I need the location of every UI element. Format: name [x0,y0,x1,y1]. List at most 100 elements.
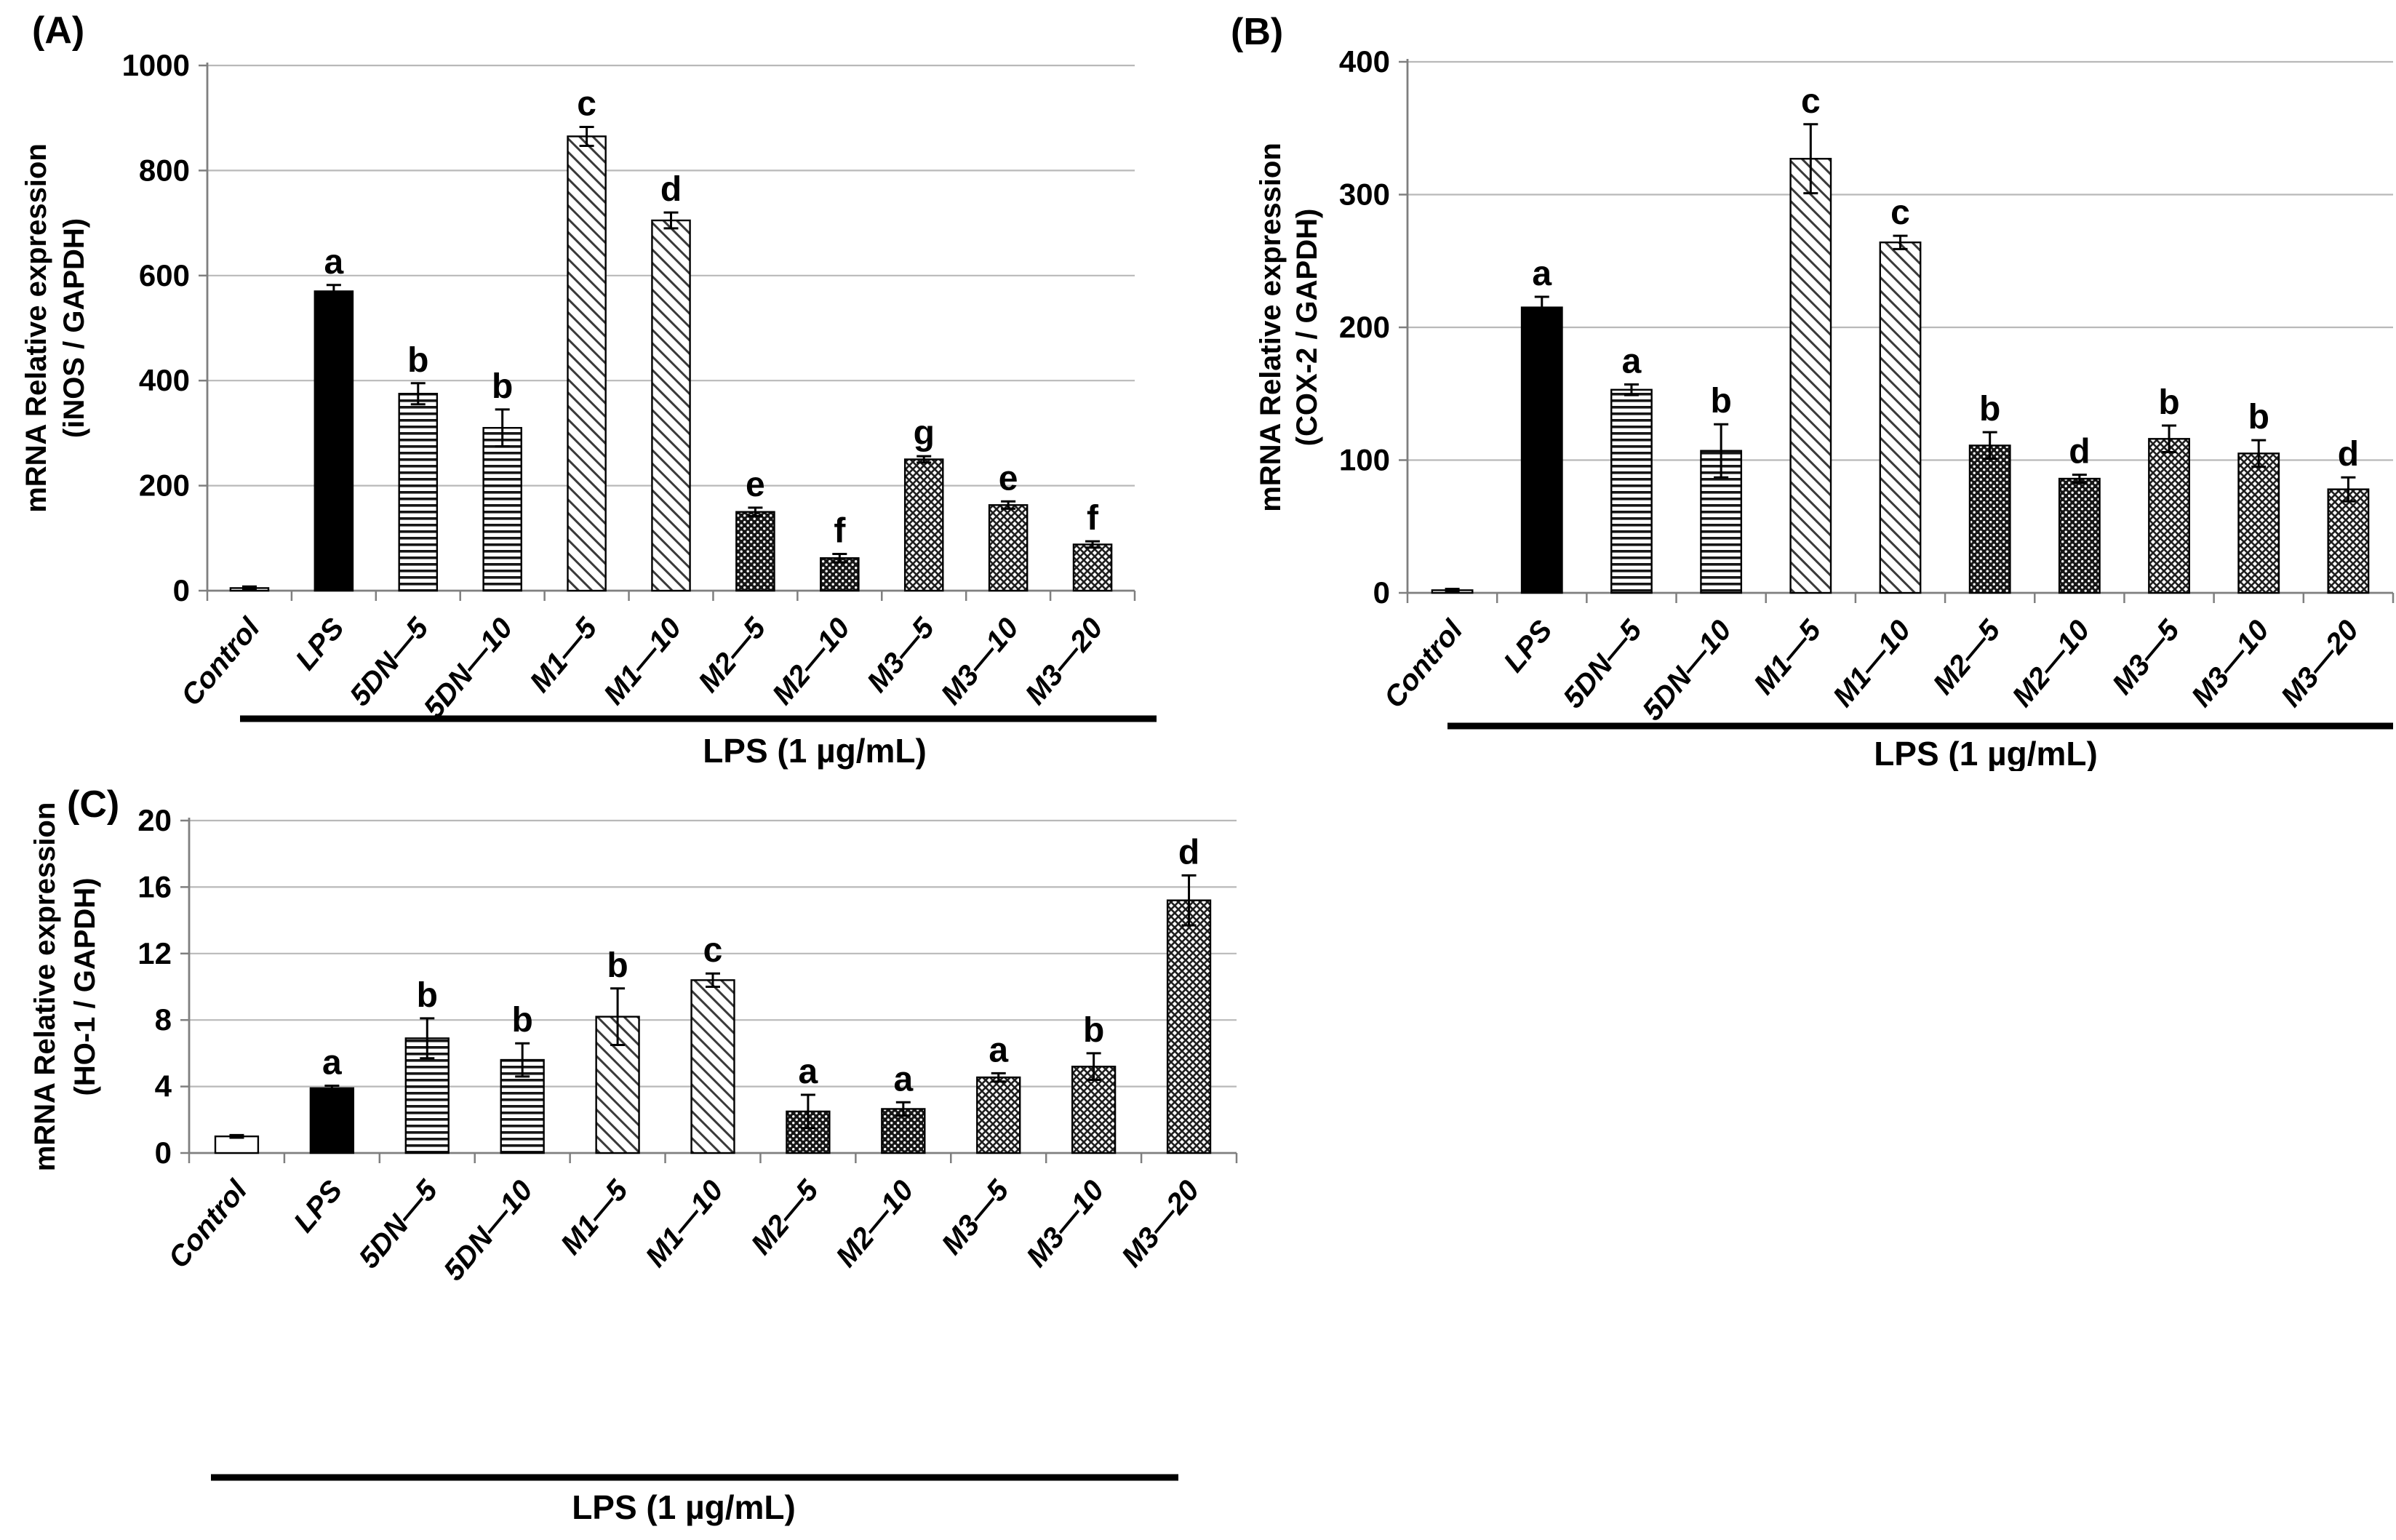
error-bar-Control [241,585,257,591]
error-bar-5DN—5 [410,382,426,406]
sig-letter-M3—5: g [914,414,935,452]
x-category-label-M3—5: M3—5 [861,612,941,698]
error-bar-M2—10 [895,1101,911,1117]
y-tick-label: 400 [139,363,190,397]
panel-a-label: (A) [32,9,85,52]
lps-group-label: LPS (1 µg/mL) [1874,735,2098,771]
y-tick-label: 600 [139,258,190,292]
bar-M1—5 [1789,158,1832,594]
x-category-label-M3—10: M3—10 [935,613,1025,711]
bar-5DN—5 [398,393,439,592]
x-category-label-M2—10: M2—10 [2006,615,2096,714]
x-category-label-5DN—5: 5DN—5 [353,1174,444,1274]
sig-letter-M2—5: e [746,466,765,504]
error-bar-M2—5 [800,1093,815,1130]
y-tick-label: 16 [137,869,172,903]
x-category-label-5DN—5: 5DN—5 [1557,614,1649,714]
bar-5DN—10 [482,426,522,592]
error-bar-5DN—10 [1714,423,1729,479]
x-category-label-M2—10: M2—10 [830,1175,920,1274]
error-bar-LPS [1534,295,1549,319]
y-axis-title-line2: (HO-1 / GAPDH) [69,878,101,1096]
error-bar-5DN—5 [1624,383,1639,396]
panel-b-label: (B) [1231,11,1284,53]
y-axis-title-line2: (iNOS / GAPDH) [58,218,90,438]
panel-a: (A) 0 200 400 600 800 1000 Control a LPS b 5DN—5 b 5… [0,0,1178,771]
error-bar-LPS [326,284,341,299]
sig-letter-M3—5: a [989,1031,1008,1069]
sig-letter-5DN—5: b [417,976,438,1015]
x-category-label-5DN—10: 5DN—10 [418,613,519,725]
bar-M3—5 [903,458,944,592]
error-bar-5DN—10 [495,408,510,447]
y-tick-label: 200 [1339,310,1390,344]
bar-5DN—5 [1610,388,1653,594]
error-bar-M1—5 [579,125,594,147]
x-category-label-M2—5: M2—5 [745,1174,825,1261]
error-bar-M3—10 [1001,500,1016,510]
sig-letter-M1—10: d [660,170,682,209]
x-category-label-M1—5: M1—5 [1748,614,1828,701]
x-category-label-LPS: LPS [1498,614,1559,678]
sig-letter-M2—5: a [799,1053,818,1091]
y-tick-label: 1000 [122,48,190,82]
y-tick-label: 20 [137,803,172,837]
error-bar-M2—10 [832,552,847,564]
bar-M3—10 [988,504,1029,592]
sig-letter-M1—10: c [703,931,723,970]
sig-letter-M1—5: b [607,946,628,985]
bar-LPS [1520,306,1563,594]
bar-M2—5 [735,511,775,592]
x-category-label-M3—20: M3—20 [1019,613,1109,711]
sig-letter-M2—10: d [2069,433,2090,471]
error-bar-LPS [324,1084,340,1092]
error-bar-M3—5 [917,455,932,464]
x-category-label-M2—10: M2—10 [766,613,856,711]
x-category-label-M2—5: M2—5 [1927,614,2007,701]
error-bar-M2—10 [2072,474,2087,484]
error-bar-5DN—5 [420,1017,435,1060]
x-category-label-M3—5: M3—5 [2107,614,2187,701]
lps-group-label: LPS (1 µg/mL) [572,1488,796,1526]
y-axis-title-line1: mRNA Relative expression [1255,143,1287,512]
error-bar-M1—5 [610,987,626,1046]
y-tick-label: 400 [1339,44,1390,79]
bar-M3—5 [976,1076,1021,1154]
x-category-label-M1—5: M1—5 [524,612,604,698]
error-bar-M3—20 [1181,874,1197,927]
error-bar-M1—10 [663,211,679,230]
sig-letter-5DN—5: b [407,341,428,380]
sig-letter-5DN—10: b [1710,382,1731,420]
sig-letter-M2—10: f [834,511,846,550]
y-tick-label: 0 [155,1136,172,1170]
sig-letter-M1—10: c [1890,194,1910,232]
sig-letter-M2—10: a [893,1060,913,1098]
x-category-label-5DN—10: 5DN—10 [1637,615,1738,727]
panel-c: (C) 0 4 8 12 16 20 Control a LPS b 5DN—5 b 5DN—10 b M1… [29,771,1309,1540]
error-bar-M3—20 [1085,540,1101,549]
y-tick-label: 200 [139,468,190,503]
sig-letter-M1—5: c [1801,82,1821,121]
error-bar-M3—5 [2162,424,2177,454]
error-bar-M3—20 [2341,476,2356,503]
x-category-label-M1—10: M1—10 [639,1175,730,1274]
error-bar-5DN—10 [515,1042,530,1078]
chart-cox2-bar-plot: 0 100 200 300 400 Control a LPS a 5DN—5 b 5DN—10 c M1… [1255,44,2395,771]
y-tick-label: 12 [137,936,172,970]
bar-Control [214,1135,260,1154]
sig-letter-5DN—10: b [492,367,513,406]
bar-M3—20 [1166,899,1212,1154]
x-category-label-M2—5: M2—5 [692,612,772,698]
sig-letter-LPS: a [324,243,344,282]
error-bar-Control [1445,588,1460,593]
x-category-label-M3—10: M3—10 [2185,615,2275,714]
sig-letter-5DN—10: b [512,1001,533,1040]
bar-M1—10 [690,979,735,1154]
x-category-label-M1—10: M1—10 [1827,615,1917,714]
x-category-label-Control: Control [1378,614,1469,714]
y-axis-title-line2: (COX-2 / GAPDH) [1291,209,1323,447]
bar-M3—10 [2237,452,2280,594]
x-category-label-5DN—5: 5DN—5 [344,612,436,712]
error-bar-M1—5 [1803,123,1818,195]
y-tick-label: 300 [1339,177,1390,212]
